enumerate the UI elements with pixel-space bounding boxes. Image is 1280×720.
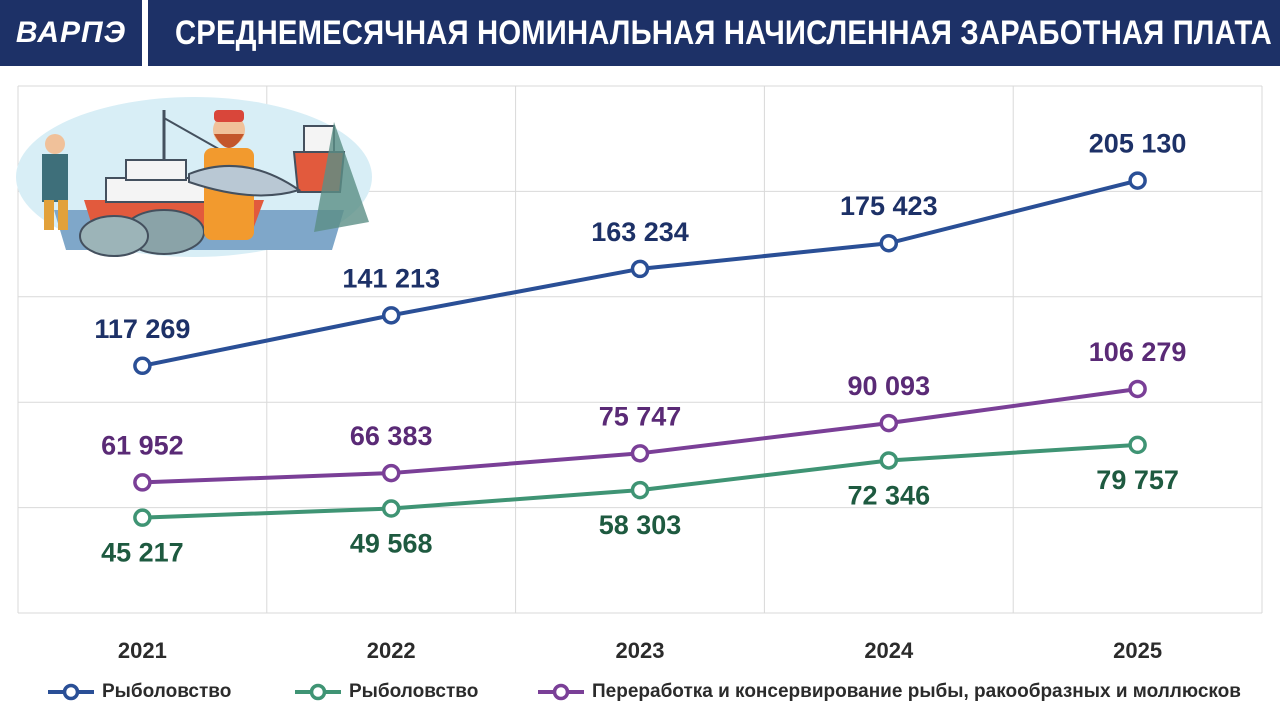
page-title: СРЕДНЕМЕСЯЧНАЯ НОМИНАЛЬНАЯ НАЧИСЛЕННАЯ З…	[175, 0, 1280, 66]
data-point	[133, 356, 152, 376]
data-label: 45 217	[101, 538, 184, 568]
data-point	[879, 233, 899, 253]
data-point	[133, 508, 152, 527]
data-point	[1128, 171, 1147, 190]
x-tick-label: 2023	[616, 638, 665, 663]
logo: ВАРПЭ	[0, 0, 148, 66]
legend-marker-blue	[48, 683, 94, 701]
data-point	[1128, 435, 1147, 455]
legend-marker-green	[295, 683, 341, 701]
data-label: 175 423	[840, 191, 938, 221]
data-label: 61 952	[101, 430, 184, 460]
data-point	[381, 463, 401, 483]
legend-label: Переработка и консервирование рыбы, рако…	[592, 681, 1241, 702]
legend-label: Рыболовство	[349, 681, 479, 702]
legend-label: Рыболовство	[102, 681, 232, 702]
data-label: 117 269	[94, 314, 190, 344]
logo-text: ВАРПЭ	[15, 16, 127, 49]
data-point	[381, 499, 401, 518]
data-label: 205 130	[1089, 129, 1187, 159]
data-point	[630, 259, 650, 279]
x-tick-label: 2021	[118, 638, 167, 663]
data-label: 66 383	[350, 421, 433, 451]
data-point	[381, 306, 401, 325]
legend-item-processing-purple: Переработка и консервирование рыбы, рако…	[538, 674, 1241, 710]
data-point	[1128, 379, 1147, 399]
legend: Рыболовство Рыболовство Переработка и ко…	[0, 674, 1280, 710]
data-label: 75 747	[599, 401, 682, 431]
data-label: 49 568	[350, 529, 433, 559]
header-bar: ВАРПЭ СРЕДНЕМЕСЯЧНАЯ НОМИНАЛЬНАЯ НАЧИСЛЕ…	[0, 0, 1280, 66]
legend-marker-purple	[538, 683, 584, 701]
page-title-text: СРЕДНЕМЕСЯЧНАЯ НОМИНАЛЬНАЯ НАЧИСЛЕННАЯ З…	[175, 14, 1272, 52]
data-point	[630, 444, 650, 463]
data-label: 58 303	[599, 510, 682, 540]
line-chart: 2021 2022 2023 2024 2025 117 269 141 213 163 23…	[17, 85, 1263, 663]
legend-item-fishing-blue: Рыболовство	[48, 674, 231, 710]
data-label: 141 213	[342, 263, 440, 293]
data-label: 163 234	[591, 217, 689, 247]
x-tick-label: 2022	[367, 638, 416, 663]
legend-item-fishing-green: Рыболовство	[295, 674, 478, 710]
x-tick-label: 2024	[864, 638, 914, 663]
data-label: 106 279	[1089, 337, 1187, 367]
data-point	[879, 413, 899, 433]
data-label: 90 093	[848, 371, 931, 401]
fishermen-boat-illustration	[16, 97, 372, 257]
data-label: 79 757	[1096, 465, 1179, 495]
data-point	[630, 480, 650, 500]
data-label: 72 346	[848, 480, 931, 510]
data-point	[133, 473, 152, 492]
data-point	[879, 451, 899, 470]
x-tick-label: 2025	[1113, 638, 1162, 663]
